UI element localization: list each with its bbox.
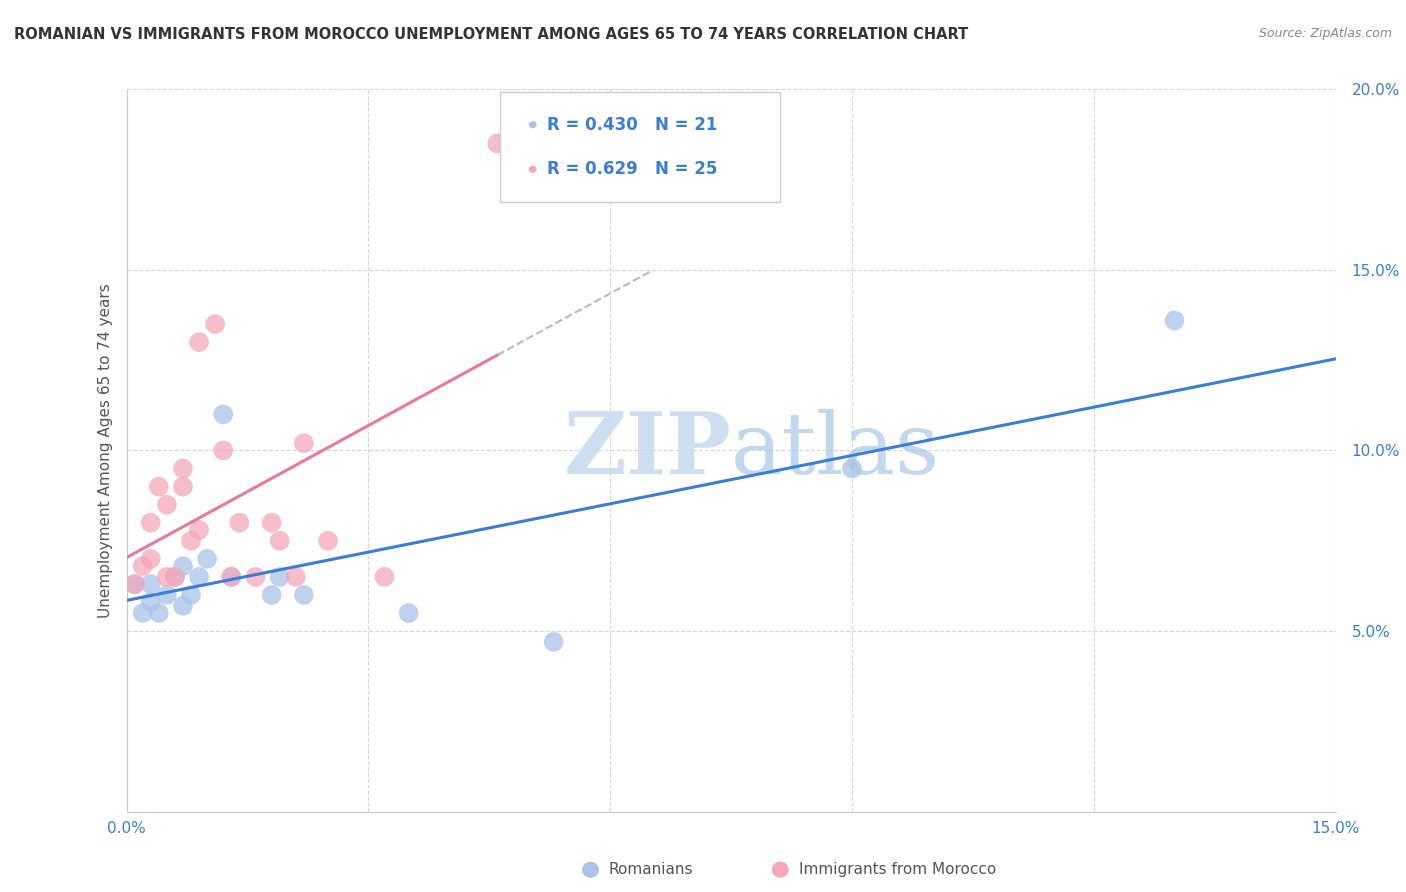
Point (245, 570, 267, 584)
Point (221, 570, 243, 584)
Point (1163, 313, 1185, 327)
Point (373, 570, 395, 584)
Point (486, 136, 509, 151)
Y-axis label: Unemployment Among Ages 65 to 74 years: Unemployment Among Ages 65 to 74 years (97, 283, 112, 618)
Point (156, 498, 179, 512)
Point (398, 606, 420, 620)
Text: Source: ZipAtlas.com: Source: ZipAtlas.com (1258, 27, 1392, 40)
Point (292, 588, 315, 602)
Point (204, 317, 226, 331)
Point (139, 516, 162, 530)
Point (163, 570, 186, 584)
Point (195, 551, 218, 566)
Point (148, 480, 170, 494)
Point (316, 533, 339, 548)
Point (139, 551, 162, 566)
Point (260, 516, 283, 530)
Point (124, 577, 146, 591)
Point (172, 559, 194, 574)
Point (139, 595, 162, 609)
Point (156, 588, 179, 602)
Point (188, 334, 211, 349)
Text: atlas: atlas (731, 409, 941, 492)
Point (139, 577, 162, 591)
Point (269, 533, 291, 548)
Point (188, 523, 211, 537)
Point (212, 443, 235, 458)
Point (131, 559, 153, 574)
Text: R = 0.629   N = 25: R = 0.629 N = 25 (547, 161, 717, 178)
Point (543, 635, 565, 649)
Point (148, 606, 170, 620)
Text: R = 0.430   N = 21: R = 0.430 N = 21 (547, 116, 717, 134)
Point (124, 577, 146, 591)
Text: ZIP: ZIP (564, 409, 731, 492)
Point (163, 570, 186, 584)
Point (131, 606, 153, 620)
Point (212, 407, 235, 422)
Text: ROMANIAN VS IMMIGRANTS FROM MOROCCO UNEMPLOYMENT AMONG AGES 65 TO 74 YEARS CORRE: ROMANIAN VS IMMIGRANTS FROM MOROCCO UNEM… (14, 27, 969, 42)
Point (156, 570, 179, 584)
Point (284, 570, 307, 584)
Point (180, 533, 202, 548)
Point (180, 588, 202, 602)
Point (172, 599, 194, 613)
Point (841, 461, 863, 475)
Point (172, 461, 194, 475)
Point (221, 570, 243, 584)
Text: Immigrants from Morocco: Immigrants from Morocco (799, 863, 995, 877)
Point (292, 436, 315, 450)
Text: Romanians: Romanians (609, 863, 693, 877)
Point (269, 570, 291, 584)
Point (228, 516, 250, 530)
Point (188, 570, 211, 584)
Point (172, 480, 194, 494)
Point (260, 588, 283, 602)
